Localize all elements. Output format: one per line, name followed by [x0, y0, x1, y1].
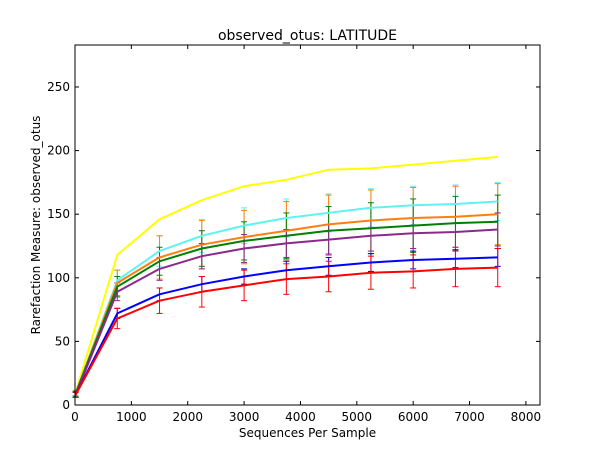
y-tick-label: 0: [62, 398, 70, 412]
series-4: [72, 194, 501, 397]
series-line-2: [74, 200, 498, 394]
x-tick-label: 3000: [229, 410, 260, 424]
y-axis-label: Rarefaction Measure: observed_otus: [29, 116, 43, 335]
series-line-7: [74, 266, 498, 396]
series-line-3: [74, 213, 498, 394]
series-line-5: [74, 228, 498, 396]
y-tick-label: 250: [47, 80, 70, 94]
series-line-4: [74, 220, 498, 394]
x-tick-label: 7000: [454, 410, 485, 424]
x-tick-label: 8000: [511, 410, 542, 424]
axes-frame: [74, 44, 541, 406]
y-tick-label: 200: [47, 144, 70, 158]
x-axis-label: Sequences Per Sample: [239, 426, 376, 440]
y-tick-label: 50: [55, 334, 70, 348]
x-axis: 0 1000 2000 3000 4000 5000 6000 7000 8000: [71, 45, 541, 424]
plot-area: [72, 155, 501, 398]
x-tick-label: 4000: [285, 410, 316, 424]
x-tick-label: 1000: [116, 410, 147, 424]
x-tick-label: 2000: [172, 410, 203, 424]
x-tick-label: 0: [71, 410, 79, 424]
series-line-1: [74, 155, 498, 393]
x-tick-label: 5000: [342, 410, 373, 424]
y-tick-label: 150: [47, 207, 70, 221]
y-tick-label: 100: [47, 271, 70, 285]
chart-title: observed_otus: LATITUDE: [218, 28, 397, 44]
y-axis: 0 50 100 150 200 250: [47, 80, 540, 412]
series-line-6: [74, 256, 498, 396]
x-tick-label: 6000: [398, 410, 429, 424]
